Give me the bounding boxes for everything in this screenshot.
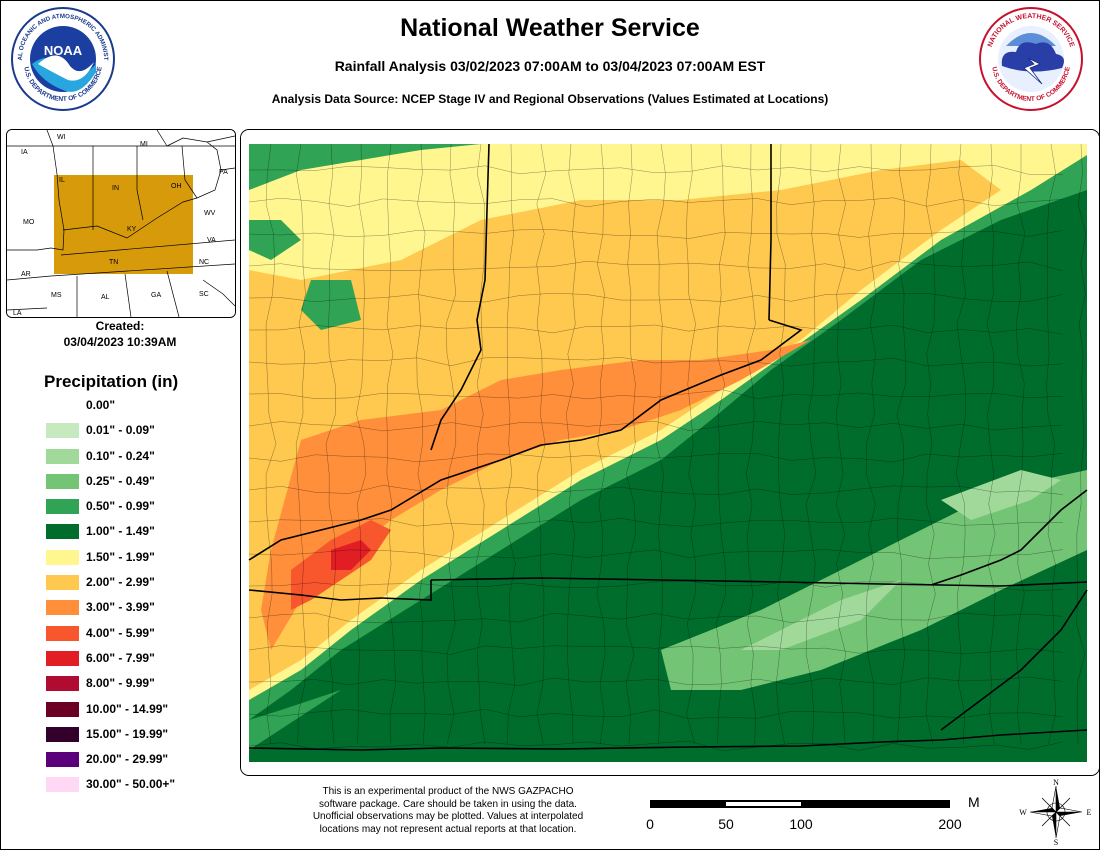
legend-swatch — [46, 524, 79, 540]
state-label-wv: WV — [204, 210, 216, 217]
legend-title: Precipitation (in) — [44, 372, 179, 391]
state-label-oh: OH — [171, 183, 182, 190]
precipitation-map-svg — [241, 130, 1099, 775]
compass-e: E — [1087, 808, 1092, 817]
legend-label: 10.00" - 14.99" — [86, 701, 169, 716]
noaa-logo-text: NOAA — [44, 43, 83, 58]
noaa-logo: NATIONAL OCEANIC AND ATMOSPHERIC ADMINIS… — [10, 6, 115, 111]
scale-unit-label: Miles — [968, 794, 980, 810]
state-label-ga: GA — [151, 292, 161, 299]
scale-tick-100: 100 — [789, 816, 813, 832]
compass-w: W — [1019, 808, 1027, 817]
nws-logo: NATIONAL WEATHER SERVICE U.S. DEPARTMENT… — [979, 7, 1083, 111]
legend-swatch — [46, 676, 79, 692]
state-label-nc: NC — [199, 259, 209, 266]
scale-tick-0: 0 — [646, 816, 654, 832]
precipitation-map — [240, 129, 1100, 776]
state-label-sc: SC — [199, 291, 209, 298]
legend-label: 4.00" - 5.99" — [86, 625, 155, 640]
state-label-la: LA — [13, 310, 22, 317]
legend-swatch — [46, 448, 79, 464]
created-label: Created: — [95, 319, 145, 333]
page-title: National Weather Service — [400, 14, 700, 42]
legend-label: 20.00" - 29.99" — [86, 752, 169, 767]
disclaimer-line-2: software package. Care should be taken i… — [319, 798, 577, 810]
compass-s: S — [1054, 838, 1058, 846]
scale-tick-200: 200 — [938, 816, 962, 832]
created-timestamp: Created: 03/04/2023 10:39AM — [6, 318, 234, 350]
state-label-wi: WI — [57, 134, 66, 141]
inset-state-labels: WI MI IA IL IN OH PA MO KY WV VA AR TN N… — [13, 134, 228, 317]
state-label-in: IN — [112, 185, 119, 192]
state-label-il: IL — [59, 177, 65, 184]
state-label-ms: MS — [51, 292, 62, 299]
legend-label: 8.00" - 9.99" — [86, 676, 155, 691]
disclaimer-line-4: locations may not represent actual repor… — [319, 823, 577, 835]
legend-label: 0.01" - 0.09" — [86, 423, 155, 438]
map-scale-bar: Miles 0 50 100 200 — [646, 794, 980, 832]
inset-map-svg: WI MI IA IL IN OH PA MO KY WV VA AR TN N… — [7, 130, 235, 317]
disclaimer-text: This is an experimental product of the N… — [262, 786, 634, 836]
state-label-al: AL — [101, 294, 110, 301]
disclaimer-line-1: This is an experimental product of the N… — [322, 786, 574, 797]
state-label-mo: MO — [23, 219, 35, 226]
legend-label: 30.00" - 50.00+" — [86, 777, 176, 792]
disclaimer-line-3: Unofficial observations may be plotted. … — [312, 811, 584, 822]
state-label-ar: AR — [21, 271, 31, 278]
legend-swatch — [46, 752, 79, 768]
compass-n: N — [1053, 778, 1059, 787]
legend-swatch — [46, 473, 79, 489]
state-label-ky: KY — [127, 226, 137, 233]
compass-rose-icon: N S E W — [1019, 778, 1092, 846]
state-label-ia: IA — [21, 149, 28, 156]
legend-swatch — [46, 650, 79, 666]
state-label-va: VA — [207, 237, 216, 244]
legend-label: 6.00" - 7.99" — [86, 650, 155, 665]
legend-label: 0.00" — [86, 398, 116, 412]
legend-swatch — [46, 701, 79, 717]
precip-field — [249, 144, 1087, 762]
legend-swatch — [46, 625, 79, 641]
legend-swatch — [46, 777, 79, 793]
legend-swatch — [46, 423, 79, 439]
legend-label: 0.10" - 0.24" — [86, 448, 155, 463]
state-label-pa: PA — [219, 169, 228, 176]
page-subtitle: Rainfall Analysis 03/02/2023 07:00AM to … — [334, 58, 766, 74]
legend-swatch — [46, 549, 79, 565]
legend-swatch — [46, 499, 79, 515]
state-label-mi: MI — [140, 141, 148, 148]
county-lines — [248, 143, 1087, 752]
legend-swatch — [46, 726, 79, 742]
scale-tick-50: 50 — [718, 816, 734, 832]
legend-label: 0.25" - 0.49" — [86, 473, 155, 488]
legend-label: 3.00" - 3.99" — [86, 600, 155, 615]
data-source-note: Analysis Data Source: NCEP Stage IV and … — [271, 92, 829, 106]
legend-swatch — [46, 575, 79, 591]
legend-label: 2.00" - 2.99" — [86, 575, 155, 590]
state-label-tn: TN — [109, 259, 118, 266]
legend-swatch — [46, 600, 79, 616]
inset-locator-map: WI MI IA IL IN OH PA MO KY WV VA AR TN N… — [6, 129, 236, 318]
analysis-area-highlight — [54, 175, 193, 274]
legend-label: 0.50" - 0.99" — [86, 499, 155, 514]
legend-swatch — [46, 398, 79, 413]
created-datetime: 03/04/2023 10:39AM — [63, 335, 177, 349]
state-boundaries — [248, 143, 1088, 751]
legend-label: 1.50" - 1.99" — [86, 549, 155, 564]
legend-label: 15.00" - 19.99" — [86, 726, 169, 741]
legend-label: 1.00" - 1.49" — [86, 524, 155, 539]
